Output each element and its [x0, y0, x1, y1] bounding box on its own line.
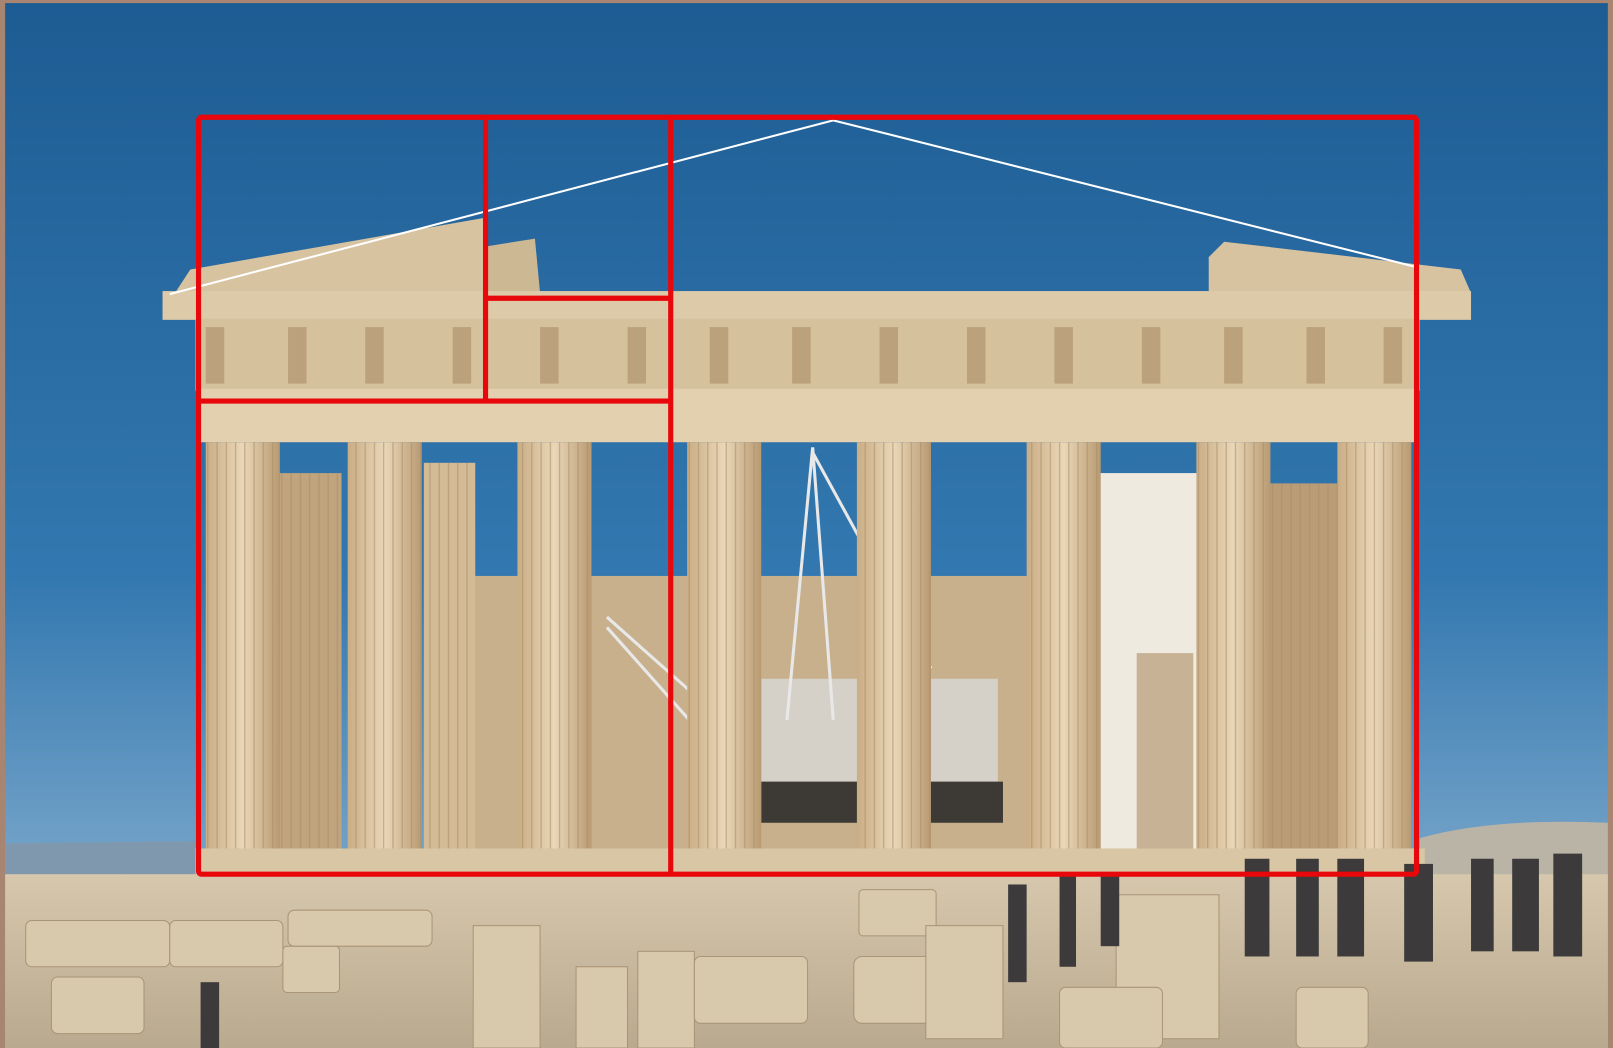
- architrave: [198, 389, 1417, 442]
- interior-block: [1137, 653, 1194, 854]
- cornice: [163, 291, 1472, 320]
- pediment-fragment: [483, 239, 540, 294]
- stylobate: [195, 848, 1424, 874]
- photo: [0, 0, 1613, 1048]
- page: [0, 0, 1613, 1048]
